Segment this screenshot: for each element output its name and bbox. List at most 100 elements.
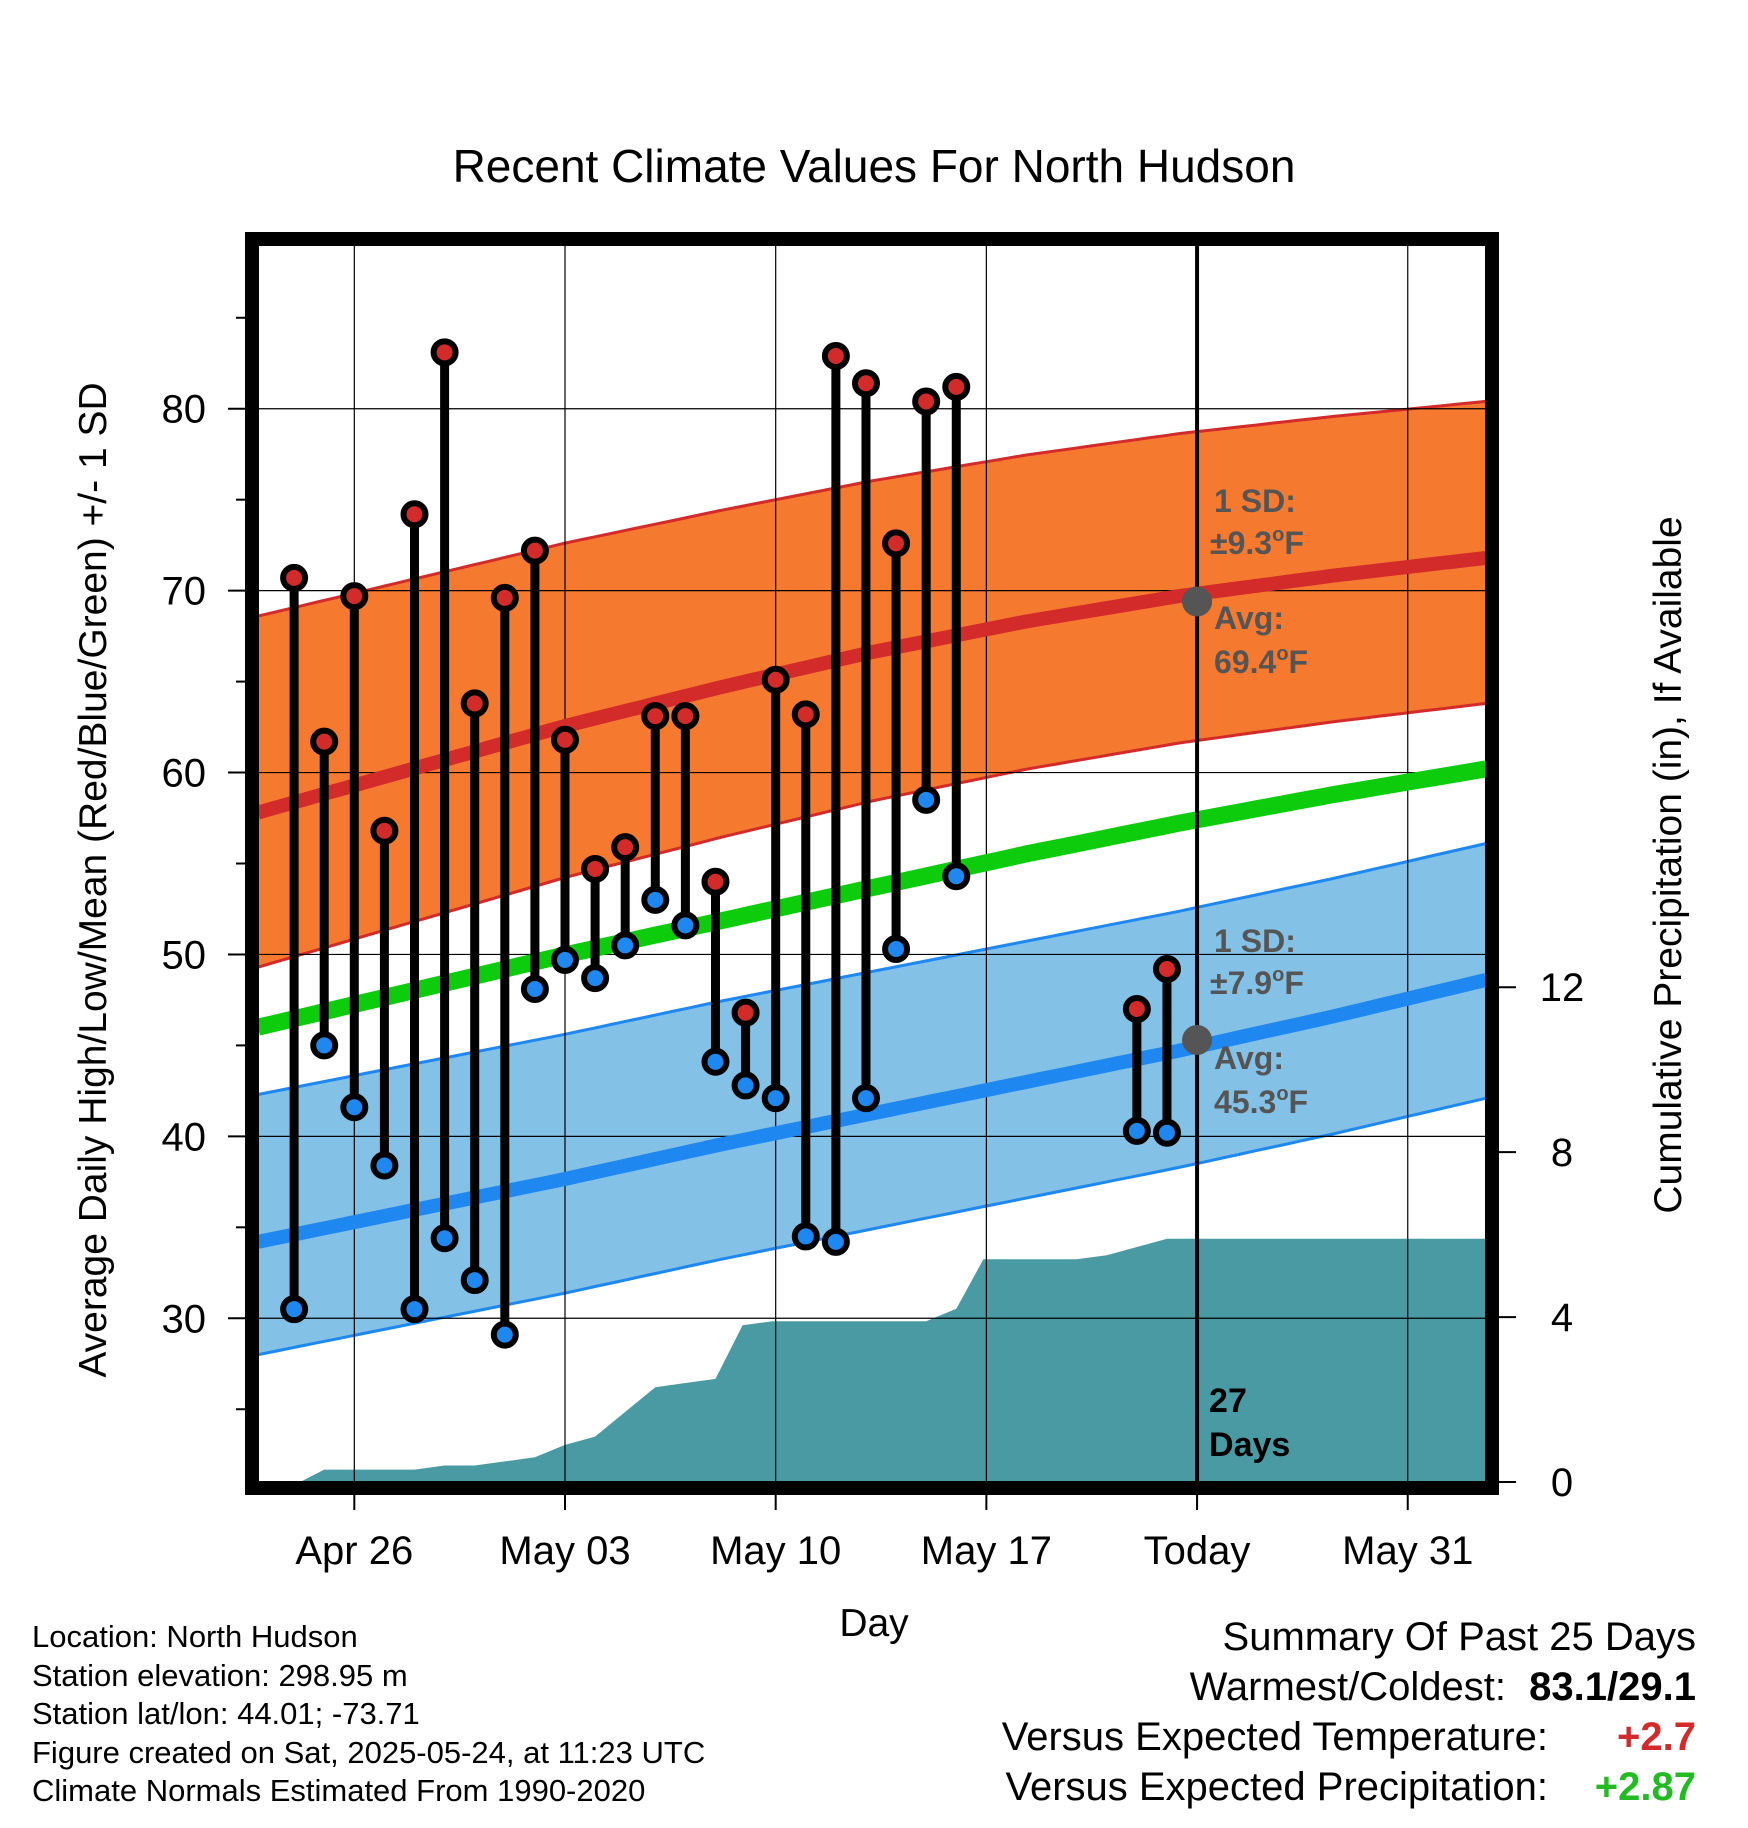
temp-anomaly-label: Versus Expected Temperature: (1001, 1715, 1548, 1759)
daily-low-marker (280, 1295, 309, 1324)
temp-anomaly-value: +2.7 (1617, 1715, 1696, 1759)
low-annotation-avg-label: Avg: (1214, 1040, 1284, 1076)
y2-tick-label: 12 (1540, 966, 1585, 1010)
x-tick-label: Apr 26 (295, 1529, 413, 1573)
daily-high-marker (641, 702, 670, 731)
x-tick-label: Today (1144, 1529, 1251, 1573)
daily-high-marker (942, 372, 971, 401)
y-tick-label: 70 (162, 570, 207, 614)
daily-high-marker (490, 583, 519, 612)
low-sd-lower-edge (257, 1096, 1487, 1357)
daily-low-marker (340, 1093, 369, 1122)
y2-axis-label: Cumulative Precipitation (in), If Availa… (1647, 516, 1690, 1213)
daily-low-marker (821, 1227, 850, 1256)
daily-high-marker (370, 816, 399, 845)
precip-anomaly-row: Versus Expected Precipitation: +2.87 (1002, 1762, 1696, 1812)
y-axis-label: Average Daily High/Low/Mean (Red/Blue/Gr… (72, 382, 115, 1377)
high-annotation-sd-label: 1 SD: (1214, 483, 1296, 519)
daily-high-marker (912, 387, 941, 416)
x-tick-label: May 17 (921, 1529, 1052, 1573)
daily-low-marker (791, 1222, 820, 1251)
temp-anomaly-row: Versus Expected Temperature: +2.7 (1002, 1712, 1696, 1762)
today-high-marker (1182, 586, 1213, 617)
daily-low-marker (370, 1151, 399, 1180)
daily-high-marker (520, 536, 549, 565)
y-tick-label: 60 (162, 752, 207, 796)
low-annotation-sd-value: ±7.9oF (1210, 964, 1304, 1001)
x-tick-label: May 31 (1342, 1529, 1473, 1573)
daily-low-marker (551, 945, 579, 974)
elevation-text: Station elevation: 298.95 m (32, 1657, 408, 1693)
y2-tick-label: 4 (1551, 1296, 1573, 1340)
daily-low-marker (1122, 1116, 1151, 1145)
daily-high-marker (400, 500, 429, 529)
summary-title: Summary Of Past 25 Days (1222, 1615, 1696, 1659)
high-sd-lower-edge (257, 701, 1487, 969)
daily-high-marker (430, 338, 459, 367)
daily-low-marker (520, 975, 549, 1004)
chart-title: Recent Climate Values For North Hudson (453, 140, 1296, 192)
plot-area: 1 SD: ±9.3oF Avg: 69.4oF 1 SD: ±7.9oF Avg: 45.3… (162, 232, 1585, 1573)
latlon-text: Station lat/lon: 44.01; -73.71 (32, 1696, 420, 1731)
y-tick-label: 80 (162, 388, 207, 432)
low-annotation-avg-value: 45.3oF (1214, 1083, 1308, 1120)
daily-high-marker (731, 998, 760, 1027)
daily-low-marker (671, 911, 700, 940)
daily-high-marker (310, 727, 339, 756)
daily-low-marker (460, 1266, 489, 1295)
daily-high-marker (851, 369, 880, 398)
daily-high-marker (791, 700, 820, 729)
precip-anomaly-value: +2.87 (1594, 1765, 1696, 1809)
daily-low-marker (611, 931, 640, 960)
daily-low-marker (490, 1320, 519, 1349)
daily-low-marker (400, 1295, 429, 1324)
normals-text: Climate Normals Estimated From 1990-2020 (32, 1773, 646, 1808)
daily-high-marker (671, 702, 700, 731)
days-label: 27 (1209, 1382, 1247, 1420)
warmest-coldest-value: 83.1/29.1 (1529, 1665, 1696, 1709)
daily-high-marker (551, 725, 579, 754)
daily-low-marker (942, 862, 971, 891)
daily-high-marker (581, 854, 610, 883)
precip-anomaly-label: Versus Expected Precipitation: (1005, 1765, 1548, 1809)
created-text: Figure created on Sat, 2025-05-24, at 11… (32, 1734, 706, 1770)
y-tick-label: 40 (162, 1115, 207, 1159)
daily-low-marker (731, 1071, 760, 1100)
warmest-coldest-row: Warmest/Coldest: 83.1/29.1 (1002, 1662, 1696, 1712)
daily-high-marker (1122, 995, 1151, 1024)
x-tick-label: May 03 (499, 1529, 630, 1573)
daily-low-marker (1152, 1118, 1181, 1147)
daily-high-marker (761, 665, 790, 694)
daily-high-marker (701, 867, 730, 896)
daily-high-marker (280, 563, 309, 592)
high-annotation-avg-value: 69.4oF (1214, 643, 1308, 680)
mean-normal-line (256, 760, 1488, 1036)
daily-low-marker (581, 964, 610, 993)
y2-tick-label: 0 (1551, 1461, 1573, 1505)
high-sd-upper-edge (257, 399, 1487, 618)
y2-tick-label: 8 (1551, 1131, 1573, 1175)
x-axis-label: Day (839, 1602, 909, 1645)
warmest-coldest-label: Warmest/Coldest: (1189, 1665, 1506, 1709)
days-label: Days (1209, 1426, 1290, 1464)
daily-high-marker (821, 341, 850, 370)
station-info: Location: North Hudson Station elevation… (32, 1618, 705, 1811)
low-normal-line (256, 973, 1488, 1249)
low-annotation-sd-label: 1 SD: (1214, 923, 1296, 959)
y-tick-label: 50 (162, 933, 207, 977)
low-sd-upper-edge (257, 842, 1487, 1096)
high-annotation-sd-value: ±9.3oF (1210, 524, 1304, 561)
daily-high-marker (882, 529, 911, 558)
high-normal-line (256, 550, 1487, 820)
y-tick-label: 30 (162, 1297, 207, 1341)
x-tick-label: May 10 (710, 1529, 841, 1573)
daily-low-marker (430, 1224, 459, 1253)
daily-high-marker (340, 582, 369, 611)
plot-frame (245, 232, 1499, 1495)
daily-low-marker (701, 1047, 730, 1076)
daily-low-marker (882, 934, 911, 963)
summary-panel: Summary Of Past 25 Days Warmest/Coldest:… (1002, 1612, 1696, 1812)
today-low-marker (1182, 1024, 1213, 1055)
daily-low-marker (912, 785, 941, 814)
precip-area (300, 1238, 1487, 1482)
